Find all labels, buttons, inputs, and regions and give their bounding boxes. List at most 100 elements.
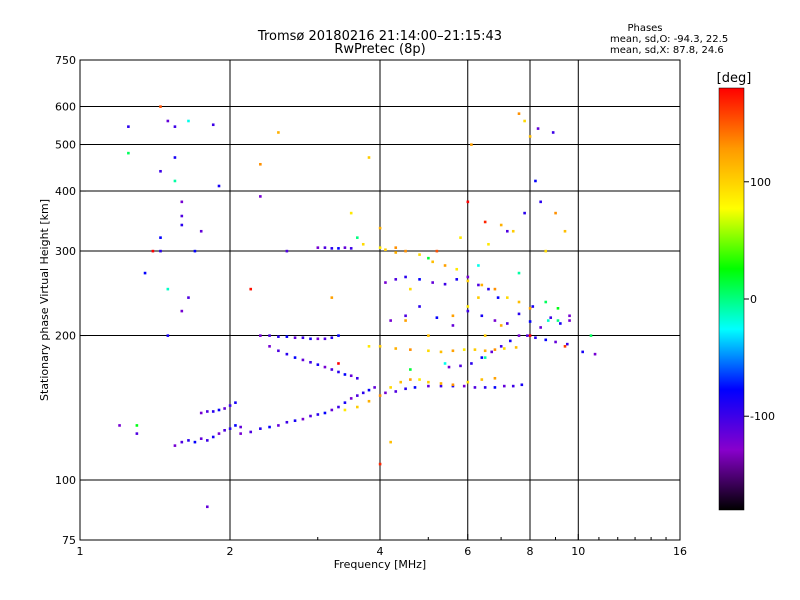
data-point xyxy=(394,347,398,350)
y-tick-label: 75 xyxy=(62,534,76,547)
data-point xyxy=(554,211,557,215)
data-point xyxy=(431,260,434,264)
data-point xyxy=(404,387,407,391)
data-point xyxy=(159,169,162,173)
data-point xyxy=(404,249,407,253)
data-point xyxy=(367,399,371,403)
data-point xyxy=(173,156,177,159)
data-point xyxy=(277,131,280,134)
data-point xyxy=(455,267,459,271)
data-point xyxy=(451,349,455,353)
data-point xyxy=(394,390,398,393)
data-point xyxy=(378,462,382,466)
data-point xyxy=(316,246,320,249)
data-point xyxy=(259,427,262,430)
data-point xyxy=(480,356,484,359)
data-point xyxy=(499,324,503,327)
data-point xyxy=(389,386,392,389)
data-point xyxy=(166,287,170,291)
data-point xyxy=(173,179,177,183)
data-point xyxy=(361,242,365,246)
data-point xyxy=(447,365,451,369)
data-point xyxy=(361,391,365,395)
data-point xyxy=(187,296,190,299)
data-point xyxy=(539,326,542,329)
data-point xyxy=(330,336,334,340)
y-tick-label: 500 xyxy=(55,139,76,152)
data-point xyxy=(404,319,407,322)
data-point xyxy=(534,336,537,340)
data-point xyxy=(180,214,184,218)
data-point xyxy=(517,112,521,115)
data-point xyxy=(378,345,382,348)
data-point xyxy=(511,384,515,388)
data-point xyxy=(355,405,359,409)
data-point xyxy=(367,345,371,348)
data-point xyxy=(349,211,353,215)
data-point xyxy=(511,229,515,233)
data-point xyxy=(293,419,297,422)
data-point xyxy=(496,296,500,299)
x-tick-label: 4 xyxy=(377,545,384,558)
chart-subtitle: RwPretec (8p) xyxy=(334,42,425,57)
data-point xyxy=(483,356,487,359)
data-point xyxy=(151,249,155,253)
data-point xyxy=(378,394,382,397)
data-point xyxy=(470,362,473,365)
data-point xyxy=(523,211,526,215)
data-point xyxy=(531,305,535,308)
data-point xyxy=(493,348,497,351)
data-point xyxy=(404,275,407,279)
data-point xyxy=(394,246,398,249)
data-point xyxy=(517,312,521,316)
data-point xyxy=(435,249,439,253)
data-point xyxy=(505,229,509,233)
data-point xyxy=(480,314,484,318)
y-tick-label: 400 xyxy=(55,185,76,198)
data-point xyxy=(343,408,347,412)
data-point xyxy=(166,334,170,337)
data-point xyxy=(378,246,382,249)
data-point xyxy=(418,253,421,256)
data-point xyxy=(211,410,215,413)
data-point xyxy=(394,278,398,281)
data-point xyxy=(323,411,327,415)
data-point xyxy=(427,380,430,384)
data-point xyxy=(135,424,139,427)
data-point xyxy=(499,223,503,227)
data-point xyxy=(466,305,470,308)
data-point xyxy=(470,143,473,146)
data-point xyxy=(277,349,280,353)
x-tick-label: 6 xyxy=(464,545,471,558)
data-point xyxy=(462,384,466,388)
data-point xyxy=(431,281,434,284)
data-point xyxy=(394,251,398,254)
data-point xyxy=(367,388,371,392)
colorbar xyxy=(718,87,745,511)
data-point xyxy=(159,236,162,239)
data-point xyxy=(418,378,421,381)
data-point xyxy=(451,384,455,388)
legend-x-stats: mean, sd,X: 87.8, 24.6 xyxy=(610,45,724,56)
data-point xyxy=(526,334,529,337)
chart-title: Tromsø 20180216 21:14:00–21:15:43 xyxy=(257,29,502,44)
data-point xyxy=(528,334,532,337)
data-point xyxy=(459,236,462,239)
x-tick-label: 8 xyxy=(527,545,534,558)
data-point xyxy=(493,386,497,389)
colorbar-tick-label: 0 xyxy=(750,293,757,306)
data-point xyxy=(459,364,462,368)
data-point xyxy=(536,127,540,130)
y-axis-ticks: 75 100 200 300 400 500 600 750 xyxy=(55,54,86,547)
data-point xyxy=(556,307,560,310)
data-point xyxy=(520,383,524,387)
data-point xyxy=(211,123,215,127)
data-point xyxy=(528,135,532,138)
data-point xyxy=(508,339,512,343)
data-point xyxy=(477,283,480,287)
data-point xyxy=(249,287,253,291)
data-point xyxy=(483,220,487,224)
data-point xyxy=(544,300,548,304)
data-point xyxy=(259,334,262,337)
data-point xyxy=(277,424,280,427)
